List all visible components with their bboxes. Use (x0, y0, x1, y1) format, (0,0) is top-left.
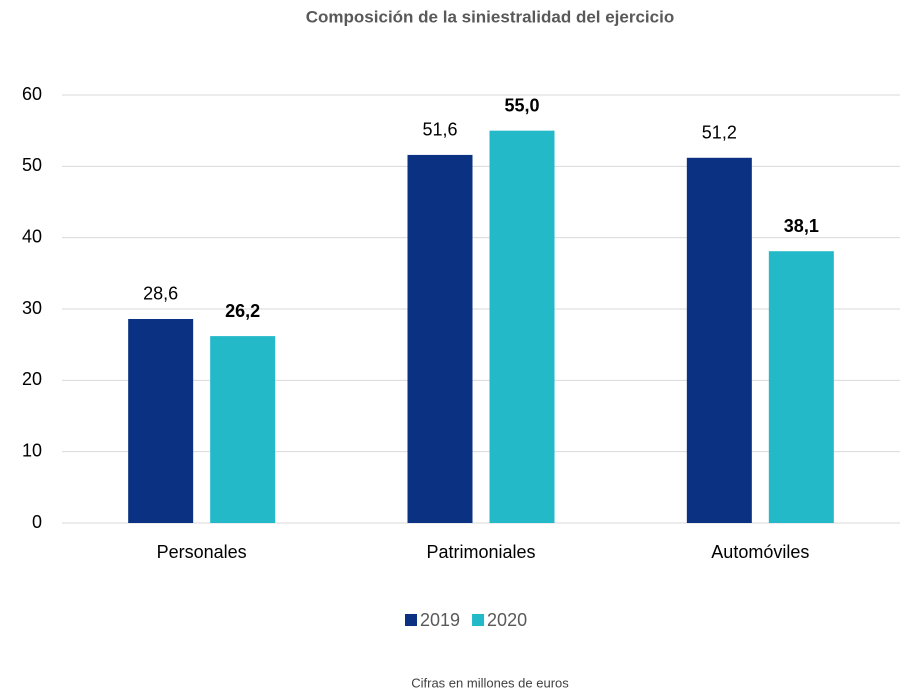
bar (210, 336, 276, 523)
data-label: 51,2 (702, 123, 737, 143)
x-tick-label: Automóviles (711, 542, 809, 562)
data-label: 55,0 (504, 95, 539, 115)
data-label: 28,6 (143, 284, 178, 304)
bar (128, 318, 194, 523)
bar (768, 251, 834, 523)
legend-label: 2019 (420, 610, 460, 630)
x-tick-label: Patrimoniales (426, 542, 535, 562)
legend-swatch (472, 614, 485, 626)
bar (686, 157, 752, 524)
y-tick-label: 20 (22, 369, 42, 389)
x-tick-label: Personales (157, 542, 247, 562)
data-label: 26,2 (225, 301, 260, 321)
y-tick-label: 0 (32, 512, 42, 532)
legend-swatch (405, 614, 417, 626)
y-tick-label: 40 (22, 226, 42, 246)
y-tick-label: 60 (22, 84, 42, 104)
y-tick-label: 50 (22, 155, 42, 175)
y-tick-label: 10 (22, 440, 42, 460)
bar (407, 154, 473, 524)
bar (489, 130, 555, 523)
data-label: 51,6 (422, 120, 457, 140)
footnote: Cifras en millones de euros (411, 675, 569, 690)
y-tick-label: 30 (22, 298, 42, 318)
data-label: 38,1 (784, 216, 819, 236)
legend-label: 2020 (487, 610, 527, 630)
chart-title: Composición de la siniestralidad del eje… (306, 7, 674, 26)
